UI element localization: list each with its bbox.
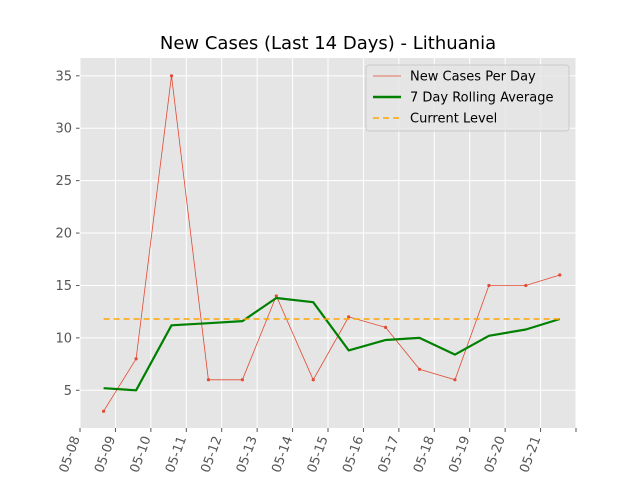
y-tick-label: 5	[64, 384, 72, 399]
new-cases-point	[487, 283, 491, 288]
legend-label: 7 Day Rolling Average	[410, 91, 553, 106]
new-cases-point	[274, 294, 278, 298]
rolling-average-line	[103, 296, 561, 392]
chart-title: New Cases (Last 14 Days) - Lithuania	[160, 33, 496, 54]
y-tick-label: 15	[55, 279, 72, 294]
new-cases-point	[524, 283, 528, 288]
new-cases-point	[240, 378, 244, 382]
y-tick-label: 35	[55, 69, 72, 84]
y-tick-label: 20	[55, 227, 72, 242]
legend-label: New Cases Per Day	[410, 70, 536, 85]
new-cases-point	[347, 315, 351, 319]
y-tick-label: 25	[55, 174, 72, 189]
legend: New Cases Per Day 7 Day Rolling Average Cu…	[365, 64, 570, 132]
y-tick-label: 30	[55, 122, 72, 137]
new-cases-point	[102, 409, 106, 413]
y-tick-label: 10	[55, 331, 72, 346]
new-cases-point	[134, 357, 138, 361]
new-cases-point	[311, 378, 315, 382]
new-cases-point	[417, 367, 422, 371]
new-cases-point	[453, 378, 457, 382]
new-cases-line	[103, 75, 560, 412]
new-cases-point	[169, 74, 174, 78]
new-cases-point	[383, 325, 388, 329]
legend-box	[365, 64, 570, 132]
new-cases-point	[558, 273, 562, 277]
new-cases-point	[206, 378, 211, 382]
legend-label: Current Level	[410, 112, 497, 127]
